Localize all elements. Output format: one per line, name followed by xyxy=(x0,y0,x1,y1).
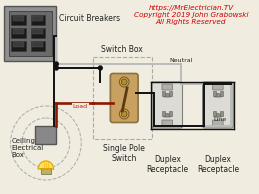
Bar xyxy=(32,29,43,34)
Wedge shape xyxy=(164,113,171,117)
Bar xyxy=(31,28,45,38)
Text: Neutral: Neutral xyxy=(169,58,192,63)
FancyBboxPatch shape xyxy=(213,120,223,126)
FancyBboxPatch shape xyxy=(213,84,223,90)
Bar xyxy=(13,16,24,21)
Bar xyxy=(31,41,45,51)
Bar xyxy=(41,168,51,174)
Bar xyxy=(11,41,26,51)
Text: Duplex
Receptacle: Duplex Receptacle xyxy=(146,155,188,174)
Bar xyxy=(9,11,52,56)
Text: Line: Line xyxy=(213,117,226,122)
Bar xyxy=(11,15,26,25)
Bar xyxy=(32,42,43,47)
Text: Circuit Breakers: Circuit Breakers xyxy=(59,14,120,23)
Bar xyxy=(169,91,172,96)
Bar xyxy=(169,111,172,116)
Bar xyxy=(13,42,24,47)
Bar xyxy=(213,91,216,96)
Text: Ceiling
Electrical
Box: Ceiling Electrical Box xyxy=(11,138,44,158)
Bar xyxy=(31,15,45,25)
Circle shape xyxy=(119,109,129,119)
Text: Switch Box: Switch Box xyxy=(102,45,143,54)
Bar xyxy=(32,16,43,21)
Circle shape xyxy=(54,66,58,70)
FancyBboxPatch shape xyxy=(203,82,233,128)
Circle shape xyxy=(98,66,102,70)
Bar xyxy=(220,91,223,96)
Text: Single Pole
Switch: Single Pole Switch xyxy=(103,144,145,163)
FancyBboxPatch shape xyxy=(110,74,138,122)
FancyBboxPatch shape xyxy=(152,82,183,128)
FancyBboxPatch shape xyxy=(162,84,172,90)
Bar xyxy=(162,91,165,96)
Circle shape xyxy=(121,79,127,85)
Wedge shape xyxy=(214,94,221,97)
Circle shape xyxy=(119,77,129,87)
Text: https://MrElectrician.TV
Copyright 2019 John Grabowski
All Rights Reserved: https://MrElectrician.TV Copyright 2019 … xyxy=(134,5,248,25)
FancyBboxPatch shape xyxy=(162,120,172,126)
Circle shape xyxy=(54,62,58,66)
Wedge shape xyxy=(164,94,171,97)
Polygon shape xyxy=(38,161,54,169)
Text: Load: Load xyxy=(73,104,88,109)
Wedge shape xyxy=(214,113,221,117)
Bar xyxy=(11,28,26,38)
Bar xyxy=(4,6,56,61)
Text: Duplex
Receptacle: Duplex Receptacle xyxy=(197,155,239,174)
Bar xyxy=(213,111,216,116)
Bar xyxy=(220,111,223,116)
Bar xyxy=(13,29,24,34)
Circle shape xyxy=(121,111,127,117)
Bar xyxy=(35,126,56,144)
Bar xyxy=(93,57,152,139)
Bar xyxy=(162,111,165,116)
